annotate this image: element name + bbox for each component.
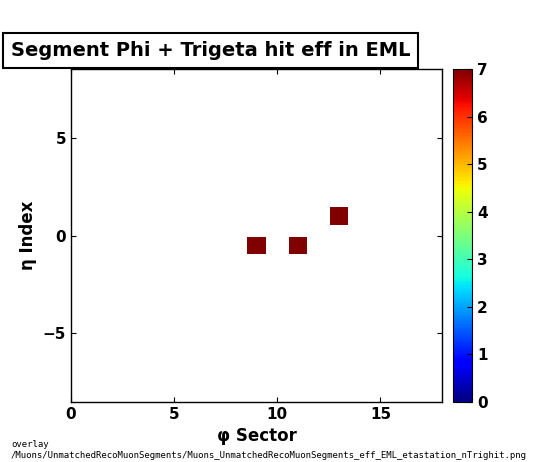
Bar: [247, 237, 266, 254]
Y-axis label: η Index: η Index: [19, 201, 37, 270]
X-axis label: φ Sector: φ Sector: [217, 427, 296, 445]
Text: overlay
/Muons/UnmatchedRecoMuonSegments/Muons_UnmatchedRecoMuonSegments_eff_EML: overlay /Muons/UnmatchedRecoMuonSegments…: [11, 440, 527, 460]
Bar: [289, 237, 307, 254]
Text: Segment Phi + Trigeta hit eff in EML: Segment Phi + Trigeta hit eff in EML: [11, 41, 411, 60]
Bar: [330, 207, 348, 225]
